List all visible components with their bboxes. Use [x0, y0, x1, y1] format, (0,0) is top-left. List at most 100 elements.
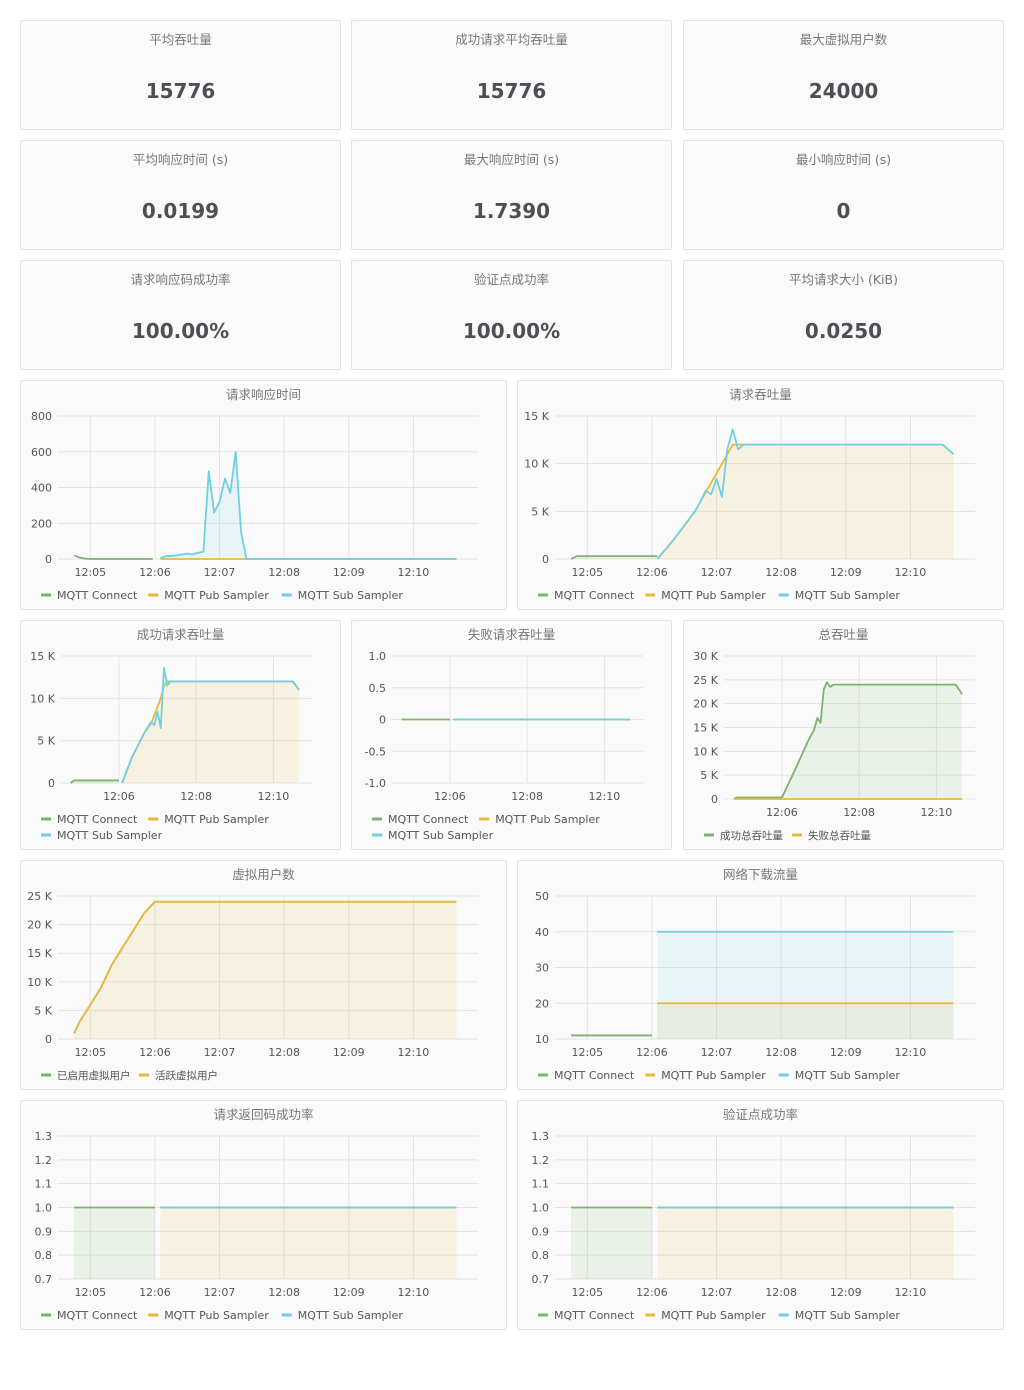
stat-panel-success-avg-throughput: 成功请求平均吞吐量 15776 [351, 20, 672, 130]
chart-panel-failed-throughput: 失败请求吞吐量 -1.0 -0.5 0 0.5 1.0 12:06 12:08 12:10 MQT… [351, 620, 672, 850]
series-line [733, 681, 963, 800]
x-tick-label: 12:06 [103, 790, 135, 803]
legend-item[interactable]: MQTT Connect [372, 813, 469, 826]
legend-item[interactable]: MQTT Sub Sampler [281, 589, 404, 602]
stat-value: 100.00% [462, 319, 561, 343]
stat-title: 最小响应时间 (s) [795, 152, 892, 167]
y-tick-label: 1.0 [532, 1202, 550, 1215]
x-tick-label: 12:07 [701, 1046, 733, 1059]
chart-svg: 请求响应时间 0 200 400 600 800 12:05 12:06 12:07 12:08 1… [31, 387, 478, 602]
x-tick-label: 12:07 [204, 1286, 236, 1299]
series-line [73, 554, 153, 560]
legend-item[interactable]: MQTT Sub Sampler [281, 1309, 404, 1322]
series-area [657, 1207, 954, 1279]
legend-label: MQTT Sub Sampler [795, 1309, 901, 1322]
stat-value: 24000 [808, 79, 879, 103]
legend-item[interactable]: MQTT Pub Sampler [645, 1309, 766, 1322]
legend-item[interactable]: MQTT Connect [538, 1309, 635, 1322]
x-tick-label: 12:10 [398, 1286, 430, 1299]
legend-label: MQTT Connect [57, 589, 138, 602]
y-tick-label: 5 K [37, 735, 55, 748]
legend-label: MQTT Connect [57, 1309, 138, 1322]
legend-item[interactable]: MQTT Pub Sampler [645, 1069, 766, 1082]
legend-label: MQTT Connect [554, 589, 635, 602]
legend-item[interactable]: MQTT Connect [41, 813, 138, 826]
chart-svg: 成功请求吞吐量 0 5 K 10 K 15 K 12:06 12:08 12:10 MQTT C… [30, 627, 312, 842]
x-tick-label: 12:07 [701, 1286, 733, 1299]
legend-item[interactable]: 失败总吞吐量 [792, 829, 871, 842]
x-tick-label: 12:09 [333, 566, 365, 579]
y-tick-label: 0 [48, 777, 55, 790]
stat-title: 验证点成功率 [473, 272, 549, 287]
stat-value: 0.0199 [141, 199, 220, 223]
legend-label: MQTT Sub Sampler [298, 589, 404, 602]
y-tick-label: 800 [31, 410, 52, 423]
legend-label: MQTT Sub Sampler [298, 1309, 404, 1322]
x-tick-label: 12:10 [895, 1286, 927, 1299]
y-tick-label: 0.8 [35, 1249, 53, 1262]
x-tick-label: 12:05 [74, 1046, 106, 1059]
legend-item[interactable]: MQTT Sub Sampler [372, 829, 494, 842]
chart-panel-network-download: 网络下载流量 10 20 30 40 50 12:05 12:06 12:07 12:08 12:0… [517, 860, 1004, 1090]
legend-item[interactable]: MQTT Pub Sampler [479, 813, 600, 826]
legend-label: MQTT Pub Sampler [164, 589, 269, 602]
x-tick-label: 12:06 [434, 790, 466, 803]
legend-item[interactable]: MQTT Connect [538, 589, 635, 602]
stat-value: 15776 [476, 79, 547, 103]
legend-item[interactable]: MQTT Sub Sampler [778, 1069, 901, 1082]
legend-label: MQTT Sub Sampler [795, 1069, 901, 1082]
legend-item[interactable]: MQTT Connect [41, 1309, 138, 1322]
chart-panel-response-code-rate: 请求返回码成功率 0.7 0.8 0.9 1.0 1.1 1.2 1.3 12:05 12:06 1… [20, 1100, 507, 1330]
stat-panel-max-response-time: 最大响应时间 (s) 1.7390 [351, 140, 672, 250]
y-tick-label: 10 K [30, 692, 55, 705]
chart-svg: 失败请求吞吐量 -1.0 -0.5 0 0.5 1.0 12:06 12:08 12:10 MQT… [365, 627, 643, 842]
legend-item[interactable]: 已启用虚拟用户 [41, 1069, 131, 1082]
y-tick-label: 20 K [693, 698, 718, 711]
legend-item[interactable]: MQTT Connect [538, 1069, 635, 1082]
legend-item[interactable]: MQTT Sub Sampler [778, 589, 901, 602]
stat-panel-response-code-success-rate: 请求响应码成功率 100.00% [20, 260, 341, 370]
x-tick-label: 12:06 [139, 566, 171, 579]
stat-panel-max-vusers: 最大虚拟用户数 24000 [683, 20, 1004, 130]
x-tick-label: 12:07 [204, 1046, 236, 1059]
stat-value: 100.00% [131, 319, 230, 343]
chart-panel-success-throughput: 成功请求吞吐量 0 5 K 10 K 15 K 12:06 12:08 12:10 MQTT C… [20, 620, 341, 850]
chart-title: 虚拟用户数 [232, 867, 295, 882]
x-tick-label: 12:10 [895, 566, 927, 579]
x-tick-label: 12:09 [830, 566, 862, 579]
legend-item[interactable]: MQTT Pub Sampler [645, 589, 766, 602]
x-tick-label: 12:10 [398, 1046, 430, 1059]
legend-item[interactable]: MQTT Pub Sampler [148, 813, 269, 826]
legend-item[interactable]: MQTT Sub Sampler [778, 1309, 901, 1322]
x-tick-label: 12:10 [921, 806, 953, 819]
y-tick-label: 0 [45, 1033, 52, 1046]
stat-value: 1.7390 [472, 199, 551, 223]
chart-svg: 总吞吐量 0 5 K 10 K 15 K 20 K 25 K 30 K 12:06 12:08 12… [693, 627, 975, 842]
legend-item[interactable]: 活跃虚拟用户 [139, 1069, 218, 1082]
legend-label: MQTT Pub Sampler [495, 813, 600, 826]
x-tick-label: 12:06 [636, 566, 668, 579]
series-line [121, 666, 300, 784]
y-tick-label: 10 K [27, 976, 52, 989]
legend-item[interactable]: MQTT Pub Sampler [148, 1309, 269, 1322]
x-tick-label: 12:08 [843, 806, 875, 819]
y-tick-label: 600 [31, 446, 52, 459]
y-tick-label: 10 [535, 1033, 549, 1046]
y-tick-label: 1.2 [532, 1154, 550, 1167]
stat-title: 平均吞吐量 [149, 32, 212, 47]
x-tick-label: 12:08 [268, 1046, 300, 1059]
y-tick-label: 400 [31, 482, 52, 495]
stat-panel-min-response-time: 最小响应时间 (s) 0 [683, 140, 1004, 250]
series-line [160, 450, 457, 560]
legend-item[interactable]: 成功总吞吐量 [704, 829, 783, 842]
y-tick-label: 1.1 [35, 1178, 53, 1191]
series-area [122, 681, 300, 783]
y-tick-label: 10 K [524, 458, 549, 471]
legend-item[interactable]: MQTT Pub Sampler [148, 589, 269, 602]
series-line [73, 900, 457, 1034]
x-tick-label: 12:08 [765, 1286, 797, 1299]
legend-item[interactable]: MQTT Sub Sampler [41, 829, 163, 842]
x-tick-label: 12:05 [74, 1286, 106, 1299]
y-tick-label: 30 K [693, 650, 718, 663]
legend-item[interactable]: MQTT Connect [41, 589, 138, 602]
